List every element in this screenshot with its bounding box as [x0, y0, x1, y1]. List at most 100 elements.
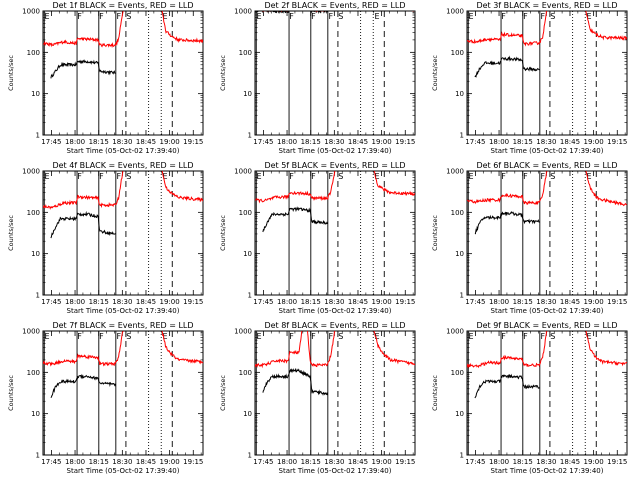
lld-series-line [255, 331, 415, 369]
interval-marker-letter: S [126, 172, 131, 181]
x-tick-label: 19:00 [160, 458, 180, 466]
y-tick-label: 1 [36, 292, 40, 300]
panel-frame [254, 10, 416, 136]
y-tick-label: 1000 [22, 168, 40, 176]
interval-marker-letter: F [99, 172, 104, 181]
x-tick-label: 17:45 [41, 458, 61, 466]
interval-marker-letter: E [375, 172, 380, 181]
interval-marker-letter: F [541, 172, 546, 181]
x-tick-label: 18:45 [348, 458, 368, 466]
x-tick-label: 19:15 [183, 298, 203, 306]
y-tick-label: 1 [248, 452, 252, 460]
y-tick-label: 10 [31, 250, 40, 258]
x-tick-label: 18:15 [301, 458, 321, 466]
x-tick-label: 17:45 [465, 458, 485, 466]
y-tick-label: 100 [27, 209, 40, 217]
panel-title: Det 2f BLACK = Events, RED = LLD [264, 1, 405, 10]
y-tick-label: 100 [239, 369, 252, 377]
x-tick-label: 18:45 [136, 298, 156, 306]
x-tick-label: 18:15 [513, 458, 533, 466]
interval-marker-letter: E [44, 12, 49, 21]
interval-marker-letter: F [523, 12, 528, 21]
x-tick-label: 18:00 [65, 298, 85, 306]
x-tick-label: 18:00 [65, 138, 85, 146]
x-tick-label: 19:00 [160, 298, 180, 306]
interval-marker-letter: E [468, 172, 473, 181]
y-tick-label: 100 [27, 369, 40, 377]
x-tick-label: 18:00 [277, 298, 297, 306]
x-tick-label: 17:45 [253, 138, 273, 146]
y-tick-label: 1 [248, 292, 252, 300]
y-tick-label: 100 [451, 49, 464, 57]
interval-marker-letter: E [44, 172, 49, 181]
interval-marker-letter: S [550, 332, 555, 341]
y-tick-label: 100 [451, 369, 464, 377]
x-tick-label: 19:15 [607, 458, 627, 466]
interval-marker-letter: F [77, 172, 82, 181]
x-tick-label: 18:45 [560, 458, 580, 466]
y-tick-label: 1000 [22, 328, 40, 336]
y-tick-label: 1 [36, 132, 40, 140]
y-tick-label: 1000 [234, 328, 252, 336]
y-axis-label: Counts/sec [219, 55, 227, 91]
interval-marker-letter: S [126, 332, 131, 341]
y-tick-label: 1 [460, 132, 464, 140]
x-tick-label: 19:00 [584, 298, 604, 306]
y-axis-label: Counts/sec [219, 215, 227, 251]
interval-marker-letter: F [501, 332, 506, 341]
interval-marker-letter: E [375, 332, 380, 341]
x-tick-label: 18:00 [277, 458, 297, 466]
panel-title: Det 5f BLACK = Events, RED = LLD [264, 161, 405, 170]
x-tick-label: 18:00 [489, 138, 509, 146]
panel-det-4: Det 4f BLACK = Events, RED = LLD 1 10 100 10… [7, 161, 204, 315]
x-tick-label: 18:00 [65, 458, 85, 466]
y-tick-label: 100 [27, 49, 40, 57]
panel-title: Det 9f BLACK = Events, RED = LLD [476, 321, 617, 330]
interval-marker-letter: F [77, 12, 82, 21]
panel-det-6: Det 6f BLACK = Events, RED = LLD 1 10 100 10… [431, 161, 628, 315]
x-tick-label: 18:30 [112, 138, 132, 146]
interval-marker-letter: F [501, 172, 506, 181]
interval-marker-letter: F [311, 172, 316, 181]
y-tick-label: 1 [36, 452, 40, 460]
interval-marker-letter: S [338, 12, 343, 21]
events-series-line [262, 206, 328, 233]
interval-marker-letter: F [289, 12, 294, 21]
x-tick-label: 18:45 [560, 138, 580, 146]
x-tick-label: 19:00 [584, 138, 604, 146]
x-tick-label: 19:15 [395, 458, 415, 466]
interval-marker-letter: E [256, 172, 261, 181]
x-axis-label: Start Time (05-Oct-02 17:39:40) [67, 307, 180, 315]
interval-marker-letter: S [126, 12, 131, 21]
x-tick-label: 18:30 [324, 298, 344, 306]
interval-marker-letter: E [44, 332, 49, 341]
y-tick-label: 100 [239, 209, 252, 217]
x-axis-label: Start Time (05-Oct-02 17:39:40) [67, 467, 180, 475]
y-tick-label: 1000 [446, 328, 464, 336]
interval-marker-letter: E [587, 172, 592, 181]
panel-det-7: Det 7f BLACK = Events, RED = LLD 1 10 100 10… [7, 321, 204, 475]
interval-marker-letter: F [311, 332, 316, 341]
panel-title: Det 3f BLACK = Events, RED = LLD [476, 1, 617, 10]
y-tick-label: 1 [460, 452, 464, 460]
x-tick-label: 18:15 [89, 298, 109, 306]
interval-marker-letter: S [338, 172, 343, 181]
interval-marker-letter: E [163, 172, 168, 181]
y-axis-label: Counts/sec [7, 55, 15, 91]
interval-marker-letter: F [329, 12, 334, 21]
events-series-line [474, 373, 540, 399]
x-tick-label: 18:45 [560, 298, 580, 306]
x-tick-label: 19:15 [183, 138, 203, 146]
lld-series-line [467, 11, 627, 47]
x-tick-label: 19:00 [584, 458, 604, 466]
events-series-line [50, 373, 116, 398]
x-tick-label: 19:00 [372, 298, 392, 306]
interval-marker-letter: E [256, 332, 261, 341]
lld-series-line [43, 171, 203, 210]
x-tick-label: 18:30 [324, 458, 344, 466]
x-tick-label: 17:45 [465, 138, 485, 146]
interval-marker-letter: F [117, 172, 122, 181]
x-tick-label: 19:00 [160, 138, 180, 146]
